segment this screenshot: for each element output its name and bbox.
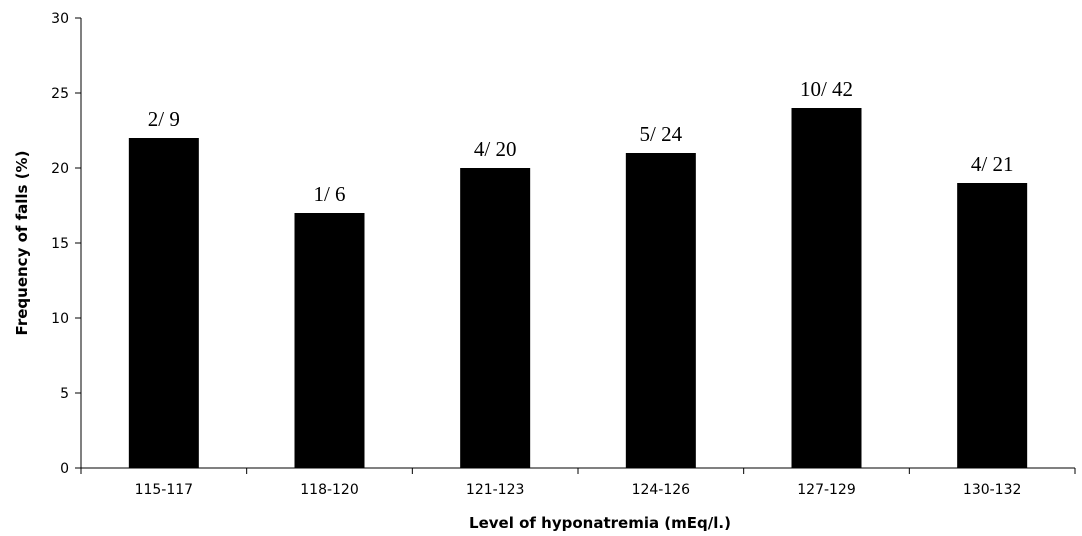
bar-data-label: 4/ 20 [474,137,517,161]
bar-124-126 [625,153,696,468]
bar-data-label: 5/ 24 [640,122,683,146]
bar-118-120 [294,213,365,468]
y-tick-label: 30 [51,11,69,27]
bar-data-label: 10/ 42 [800,77,853,101]
y-tick-label: 25 [51,86,69,102]
bar-labels: 2/ 9 1/ 6 4/ 20 5/ 24 10/ 42 4/ 21 [148,77,1014,206]
bar-115-117 [128,138,199,468]
x-tick-label: 115-117 [135,482,194,498]
x-tick-label: 118-120 [300,482,359,498]
x-tick-label: 127-129 [797,482,856,498]
y-axis: 0 5 10 15 20 25 30 [51,11,82,477]
x-axis: 115-117 118-120 121-123 124-126 127-129 130-1… [80,467,1076,498]
y-tick-label: 10 [51,311,69,327]
y-tick-label: 0 [60,461,69,477]
bar-130-132 [957,183,1028,468]
bar-data-label: 2/ 9 [148,107,180,131]
y-tick-label: 15 [51,236,69,252]
bars [128,108,1028,468]
y-tick-label: 5 [60,386,69,402]
y-axis-title: Frequency of falls (%) [13,151,31,336]
bar-121-123 [460,168,531,468]
bar-data-label: 1/ 6 [313,182,345,206]
bar-127-129 [791,108,862,468]
y-tick-label: 20 [51,161,69,177]
bar-data-label: 4/ 21 [971,152,1014,176]
x-tick-label: 124-126 [632,482,691,498]
x-tick-label: 121-123 [466,482,525,498]
x-axis-title: Level of hyponatremia (mEq/l.) [469,514,731,532]
x-tick-label: 130-132 [963,482,1022,498]
